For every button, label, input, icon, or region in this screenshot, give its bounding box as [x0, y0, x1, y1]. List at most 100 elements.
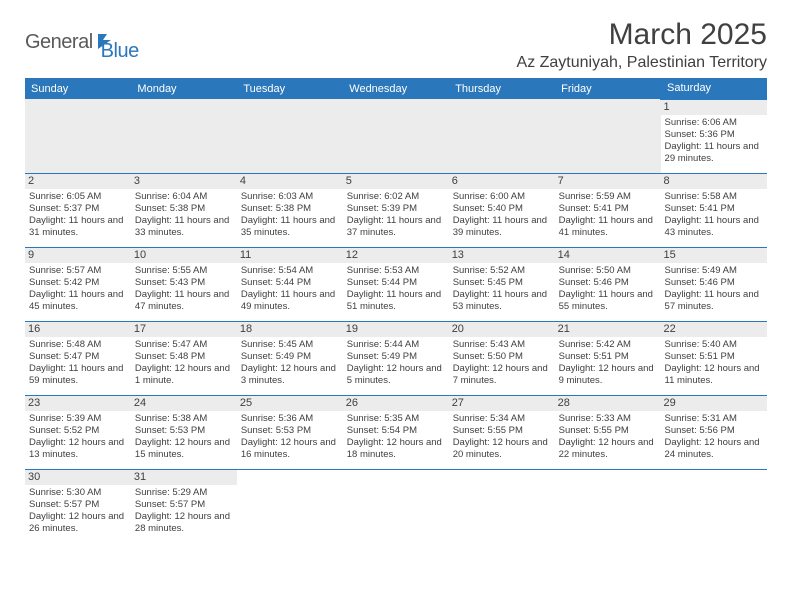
sunrise: Sunrise: 5:53 AM	[347, 265, 445, 277]
month-title: March 2025	[517, 18, 767, 52]
daylight: Daylight: 12 hours and 24 minutes.	[665, 437, 763, 461]
day-number: 7	[555, 174, 661, 190]
daylight: Daylight: 12 hours and 28 minutes.	[135, 511, 233, 535]
daylight: Daylight: 11 hours and 41 minutes.	[559, 215, 657, 239]
calendar-cell: 11Sunrise: 5:54 AMSunset: 5:44 PMDayligh…	[237, 247, 343, 321]
sunrise: Sunrise: 5:29 AM	[135, 487, 233, 499]
sunset: Sunset: 5:57 PM	[135, 499, 233, 511]
calendar-cell: 20Sunrise: 5:43 AMSunset: 5:50 PMDayligh…	[449, 321, 555, 395]
sunset: Sunset: 5:39 PM	[347, 203, 445, 215]
calendar-row: 2Sunrise: 6:05 AMSunset: 5:37 PMDaylight…	[25, 173, 767, 247]
calendar-row: 1Sunrise: 6:06 AMSunset: 5:36 PMDaylight…	[25, 99, 767, 173]
day-number: 8	[661, 174, 767, 190]
calendar-cell: 18Sunrise: 5:45 AMSunset: 5:49 PMDayligh…	[237, 321, 343, 395]
daylight: Daylight: 11 hours and 49 minutes.	[241, 289, 339, 313]
calendar-cell: 9Sunrise: 5:57 AMSunset: 5:42 PMDaylight…	[25, 247, 131, 321]
day-number: 3	[131, 174, 237, 190]
day-number: 22	[661, 322, 767, 338]
sunset: Sunset: 5:41 PM	[559, 203, 657, 215]
sunset: Sunset: 5:38 PM	[241, 203, 339, 215]
sunset: Sunset: 5:43 PM	[135, 277, 233, 289]
daylight: Daylight: 11 hours and 51 minutes.	[347, 289, 445, 313]
daylight: Daylight: 12 hours and 5 minutes.	[347, 363, 445, 387]
day-number: 25	[237, 396, 343, 412]
calendar-row: 16Sunrise: 5:48 AMSunset: 5:47 PMDayligh…	[25, 321, 767, 395]
calendar-row: 30Sunrise: 5:30 AMSunset: 5:57 PMDayligh…	[25, 469, 767, 543]
calendar-cell: 28Sunrise: 5:33 AMSunset: 5:55 PMDayligh…	[555, 395, 661, 469]
day-number: 13	[449, 248, 555, 264]
daylight: Daylight: 11 hours and 33 minutes.	[135, 215, 233, 239]
weekday-header: Tuesday	[237, 78, 343, 99]
calendar-cell: 30Sunrise: 5:30 AMSunset: 5:57 PMDayligh…	[25, 469, 131, 543]
calendar-cell: 19Sunrise: 5:44 AMSunset: 5:49 PMDayligh…	[343, 321, 449, 395]
sunset: Sunset: 5:42 PM	[29, 277, 127, 289]
calendar-cell	[25, 99, 131, 173]
day-number: 21	[555, 322, 661, 338]
calendar-cell: 7Sunrise: 5:59 AMSunset: 5:41 PMDaylight…	[555, 173, 661, 247]
calendar: Sunday Monday Tuesday Wednesday Thursday…	[25, 78, 767, 543]
sunrise: Sunrise: 5:42 AM	[559, 339, 657, 351]
daylight: Daylight: 12 hours and 9 minutes.	[559, 363, 657, 387]
calendar-cell	[555, 469, 661, 543]
daylight: Daylight: 12 hours and 20 minutes.	[453, 437, 551, 461]
daylight: Daylight: 12 hours and 7 minutes.	[453, 363, 551, 387]
day-number: 4	[237, 174, 343, 190]
daylight: Daylight: 11 hours and 39 minutes.	[453, 215, 551, 239]
sunset: Sunset: 5:41 PM	[665, 203, 763, 215]
logo: General Blue	[25, 22, 139, 63]
daylight: Daylight: 12 hours and 26 minutes.	[29, 511, 127, 535]
calendar-cell: 12Sunrise: 5:53 AMSunset: 5:44 PMDayligh…	[343, 247, 449, 321]
day-number: 23	[25, 396, 131, 412]
sunrise: Sunrise: 5:38 AM	[135, 413, 233, 425]
daylight: Daylight: 11 hours and 31 minutes.	[29, 215, 127, 239]
calendar-cell: 17Sunrise: 5:47 AMSunset: 5:48 PMDayligh…	[131, 321, 237, 395]
daylight: Daylight: 11 hours and 45 minutes.	[29, 289, 127, 313]
daylight: Daylight: 12 hours and 1 minute.	[135, 363, 233, 387]
sunset: Sunset: 5:50 PM	[453, 351, 551, 363]
daylight: Daylight: 11 hours and 47 minutes.	[135, 289, 233, 313]
weekday-header: Sunday	[25, 78, 131, 99]
day-number: 16	[25, 322, 131, 338]
day-number: 12	[343, 248, 449, 264]
header: General Blue March 2025 Az Zaytuniyah, P…	[25, 18, 767, 72]
sunrise: Sunrise: 5:47 AM	[135, 339, 233, 351]
sunrise: Sunrise: 5:55 AM	[135, 265, 233, 277]
sunset: Sunset: 5:49 PM	[241, 351, 339, 363]
sunset: Sunset: 5:36 PM	[665, 129, 763, 141]
calendar-cell	[343, 469, 449, 543]
day-number: 19	[343, 322, 449, 338]
daylight: Daylight: 12 hours and 18 minutes.	[347, 437, 445, 461]
sunset: Sunset: 5:55 PM	[559, 425, 657, 437]
daylight: Daylight: 12 hours and 11 minutes.	[665, 363, 763, 387]
sunrise: Sunrise: 5:57 AM	[29, 265, 127, 277]
daylight: Daylight: 11 hours and 55 minutes.	[559, 289, 657, 313]
sunset: Sunset: 5:52 PM	[29, 425, 127, 437]
sunrise: Sunrise: 5:48 AM	[29, 339, 127, 351]
calendar-cell: 15Sunrise: 5:49 AMSunset: 5:46 PMDayligh…	[661, 247, 767, 321]
day-number: 5	[343, 174, 449, 190]
calendar-cell	[661, 469, 767, 543]
day-number: 10	[131, 248, 237, 264]
weekday-header: Wednesday	[343, 78, 449, 99]
calendar-row: 23Sunrise: 5:39 AMSunset: 5:52 PMDayligh…	[25, 395, 767, 469]
calendar-cell: 14Sunrise: 5:50 AMSunset: 5:46 PMDayligh…	[555, 247, 661, 321]
logo-text-main: General	[25, 31, 93, 54]
sunrise: Sunrise: 5:31 AM	[665, 413, 763, 425]
daylight: Daylight: 12 hours and 16 minutes.	[241, 437, 339, 461]
sunset: Sunset: 5:45 PM	[453, 277, 551, 289]
calendar-cell: 5Sunrise: 6:02 AMSunset: 5:39 PMDaylight…	[343, 173, 449, 247]
day-number: 26	[343, 396, 449, 412]
weekday-header: Saturday	[661, 78, 767, 99]
sunrise: Sunrise: 5:33 AM	[559, 413, 657, 425]
sunset: Sunset: 5:53 PM	[241, 425, 339, 437]
day-number: 9	[25, 248, 131, 264]
weekday-header: Monday	[131, 78, 237, 99]
day-number: 29	[661, 396, 767, 412]
sunset: Sunset: 5:53 PM	[135, 425, 233, 437]
sunrise: Sunrise: 5:58 AM	[665, 191, 763, 203]
sunrise: Sunrise: 6:00 AM	[453, 191, 551, 203]
calendar-cell	[237, 99, 343, 173]
calendar-cell: 22Sunrise: 5:40 AMSunset: 5:51 PMDayligh…	[661, 321, 767, 395]
day-number: 2	[25, 174, 131, 190]
calendar-cell	[449, 469, 555, 543]
